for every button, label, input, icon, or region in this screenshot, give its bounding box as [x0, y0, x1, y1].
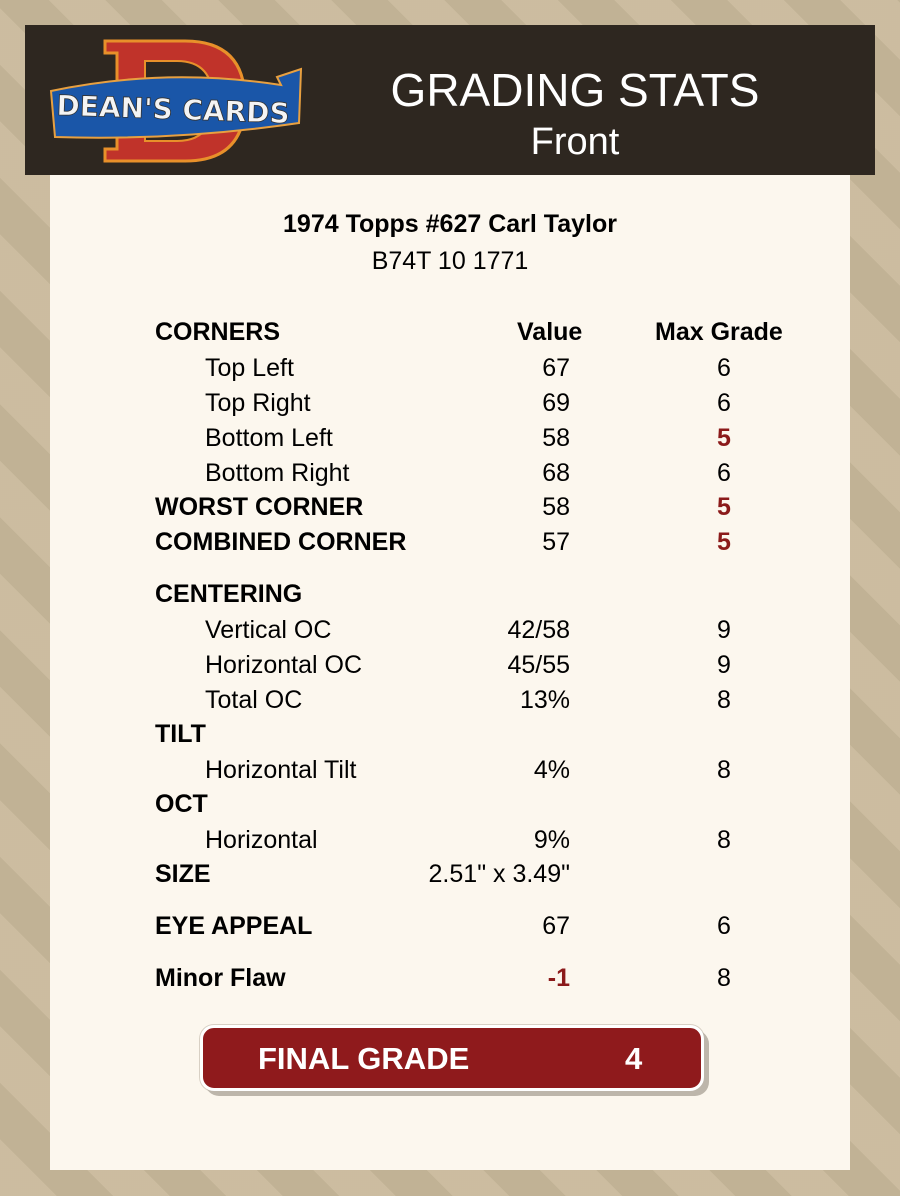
row-value: 57 — [542, 528, 570, 556]
row-label: Horizontal Tilt — [205, 756, 357, 784]
table-row: Bottom Right 68 6 — [0, 459, 900, 489]
row-label: Bottom Left — [205, 424, 333, 452]
table-row: OCT — [0, 790, 900, 820]
final-grade-value: 4 — [625, 1041, 643, 1076]
table-row: SIZE 2.51" x 3.49" — [0, 860, 900, 890]
table-row: COMBINED CORNER 57 5 — [0, 528, 900, 558]
stats-panel — [50, 175, 850, 1170]
table-row: EYE APPEAL 67 6 — [0, 912, 900, 942]
row-max-grade: 6 — [717, 389, 731, 417]
table-row: Horizontal 9% 8 — [0, 826, 900, 856]
row-label: Total OC — [205, 686, 303, 714]
table-row: CENTERING — [0, 580, 900, 610]
row-label: Top Right — [205, 389, 311, 417]
row-label: WORST CORNER — [155, 493, 364, 521]
table-row: Horizontal OC 45/55 9 — [0, 651, 900, 681]
row-value: 67 — [542, 912, 570, 940]
table-row: CORNERS Value Max Grade — [0, 318, 900, 348]
row-label: COMBINED CORNER — [155, 528, 407, 556]
final-grade-button[interactable]: FINAL GRADE 4 — [200, 1025, 704, 1091]
row-value: 4% — [533, 756, 570, 784]
table-row: Minor Flaw -1 8 — [0, 964, 900, 994]
row-max-grade: 6 — [717, 912, 731, 940]
row-label: CORNERS — [155, 318, 281, 346]
row-label: Top Left — [205, 354, 294, 382]
row-value: 69 — [542, 389, 570, 417]
table-row: Bottom Left 58 5 — [0, 424, 900, 454]
page-title: GRADING STATS — [390, 64, 760, 116]
row-label: TILT — [155, 720, 206, 748]
row-max-grade: 8 — [717, 964, 731, 992]
row-value: 68 — [542, 459, 570, 487]
table-row: Top Right 69 6 — [0, 389, 900, 419]
table-row: Total OC 13% 8 — [0, 686, 900, 716]
row-max-grade: 9 — [717, 651, 731, 679]
row-max-grade: 6 — [717, 459, 731, 487]
row-value: 67 — [542, 354, 570, 382]
row-max-grade: 8 — [717, 756, 731, 784]
row-max-grade: 5 — [717, 493, 731, 521]
page-subtitle: Front — [530, 121, 620, 163]
row-value: -1 — [547, 964, 570, 992]
header-bar: DEAN'S CARDS GRADING STATS Front — [25, 25, 875, 175]
row-label: Horizontal OC — [205, 651, 362, 679]
row-label: CENTERING — [155, 580, 303, 608]
row-label: Vertical OC — [205, 616, 332, 644]
table-row: Vertical OC 42/58 9 — [0, 616, 900, 646]
row-max-grade: 8 — [717, 826, 731, 854]
row-value: 9% — [533, 826, 570, 854]
row-label: Minor Flaw — [155, 964, 286, 992]
row-value: 13% — [519, 686, 570, 714]
row-max-grade: 5 — [717, 528, 731, 556]
row-value: 45/55 — [507, 651, 570, 679]
row-value: 58 — [542, 424, 570, 452]
table-row: Horizontal Tilt 4% 8 — [0, 756, 900, 786]
deans-cards-logo: DEAN'S CARDS — [49, 39, 303, 163]
row-label: OCT — [155, 790, 208, 818]
row-value: 58 — [542, 493, 570, 521]
row-max-grade: 6 — [717, 354, 731, 382]
final-grade-label: FINAL GRADE — [258, 1041, 470, 1076]
row-max-grade: 9 — [717, 616, 731, 644]
row-max-grade: 8 — [717, 686, 731, 714]
row-value: 2.51" x 3.49" — [428, 860, 570, 888]
row-label: Bottom Right — [205, 459, 350, 487]
card-code: B74T 10 1771 — [371, 247, 529, 275]
row-max-grade: 5 — [717, 424, 731, 452]
table-row: WORST CORNER 58 5 — [0, 493, 900, 523]
table-row: Top Left 67 6 — [0, 354, 900, 384]
table-row: TILT — [0, 720, 900, 750]
row-label: Horizontal — [205, 826, 318, 854]
row-label: SIZE — [155, 860, 211, 888]
column-header-max-grade: Max Grade — [655, 318, 783, 346]
row-value: 42/58 — [507, 616, 570, 644]
column-header-value: Value — [517, 318, 583, 346]
row-label: EYE APPEAL — [155, 912, 313, 940]
card-name: 1974 Topps #627 Carl Taylor — [283, 210, 617, 238]
